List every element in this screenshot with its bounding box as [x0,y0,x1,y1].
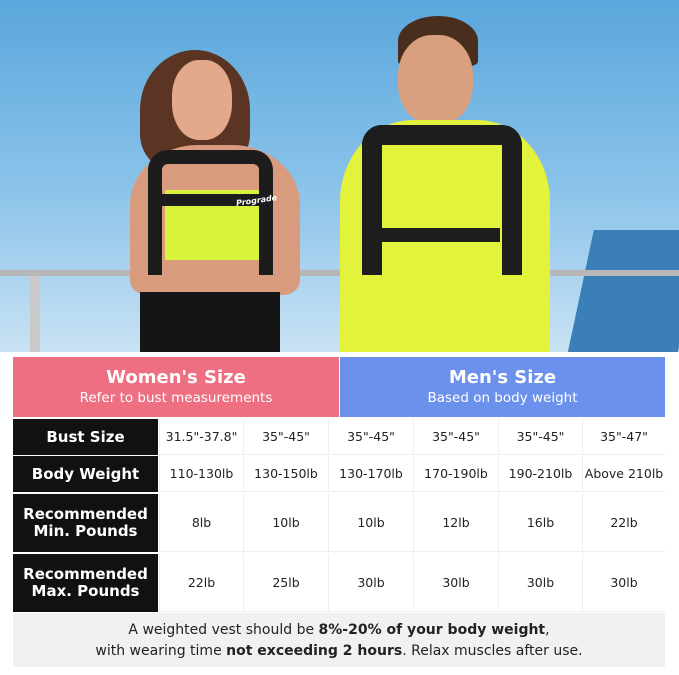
table-cell: 12lb [413,494,498,552]
note-text: , [545,622,550,638]
womens-size-subtitle: Refer to bust measurements [79,390,273,406]
table-cell: 10lb [243,494,328,552]
man-face [398,35,473,125]
table-cell: 30lb [328,554,413,612]
man-vest [362,125,522,275]
table-cell: 110-130lb [159,456,243,492]
table-row: Recommended Max. Pounds 22lb 25lb 30lb 30lb 3… [13,554,665,612]
table-cell: 10lb [328,494,413,552]
table-cell: 8lb [159,494,243,552]
table-row: Recommended Min. Pounds 8lb 10lb 10lb 12lb 16… [13,494,665,552]
building [566,230,679,352]
note-emphasis: 8%-20% of your body weight [318,622,546,638]
table-cell: 35"-45" [498,419,582,455]
note-emphasis: not exceeding 2 hours [226,643,403,659]
woman-face [172,60,232,140]
womens-size-header: Women's Size Refer to bust measurements [13,357,339,417]
table-cell: 130-150lb [243,456,328,492]
row-label: Body Weight [13,456,158,492]
woman-shorts [140,292,280,352]
table-cell: 35"-45" [413,419,498,455]
table-cell: 35"-45" [243,419,328,455]
table-cell: 130-170lb [328,456,413,492]
railing [0,270,679,276]
row-label: Bust Size [13,419,158,455]
table-cell: 22lb [159,554,243,612]
mens-size-title: Men's Size [448,367,557,388]
row-label: Recommended Min. Pounds [13,494,158,552]
table-cell: 30lb [413,554,498,612]
note-text: A weighted vest should be [128,622,319,638]
usage-note: A weighted vest should be 8%-20% of your… [13,613,665,667]
table-cell: 30lb [498,554,582,612]
woman-vest [148,150,273,275]
table-cell: 30lb [582,554,665,612]
womens-size-title: Women's Size [106,367,246,388]
note-text: with wearing time [95,643,227,659]
table-cell: Above 210lb [582,456,665,492]
table-cell: 190-210lb [498,456,582,492]
note-text: . Relax muscles after use. [402,643,583,659]
usage-note-line-2: with wearing time not exceeding 2 hours.… [13,641,665,662]
table-cell: 22lb [582,494,665,552]
table-cell: 31.5"-37.8" [159,419,243,455]
table-row: Bust Size 31.5"-37.8" 35"-45" 35"-45" 35"-45… [13,419,665,455]
railing-post [30,276,40,352]
mens-size-header: Men's Size Based on body weight [340,357,665,417]
mens-size-subtitle: Based on body weight [427,390,578,406]
table-cell: 35"-47" [582,419,665,455]
table-cell: 25lb [243,554,328,612]
row-label: Recommended Max. Pounds [13,554,158,612]
product-photo: Prograde [0,0,679,352]
table-cell: 170-190lb [413,456,498,492]
usage-note-line-1: A weighted vest should be 8%-20% of your… [13,620,665,641]
man-vest-strap [380,228,500,242]
table-cell: 35"-45" [328,419,413,455]
table-cell: 16lb [498,494,582,552]
table-row: Body Weight 110-130lb 130-150lb 130-170lb 17… [13,456,665,492]
woman-vest-strap [160,194,270,206]
